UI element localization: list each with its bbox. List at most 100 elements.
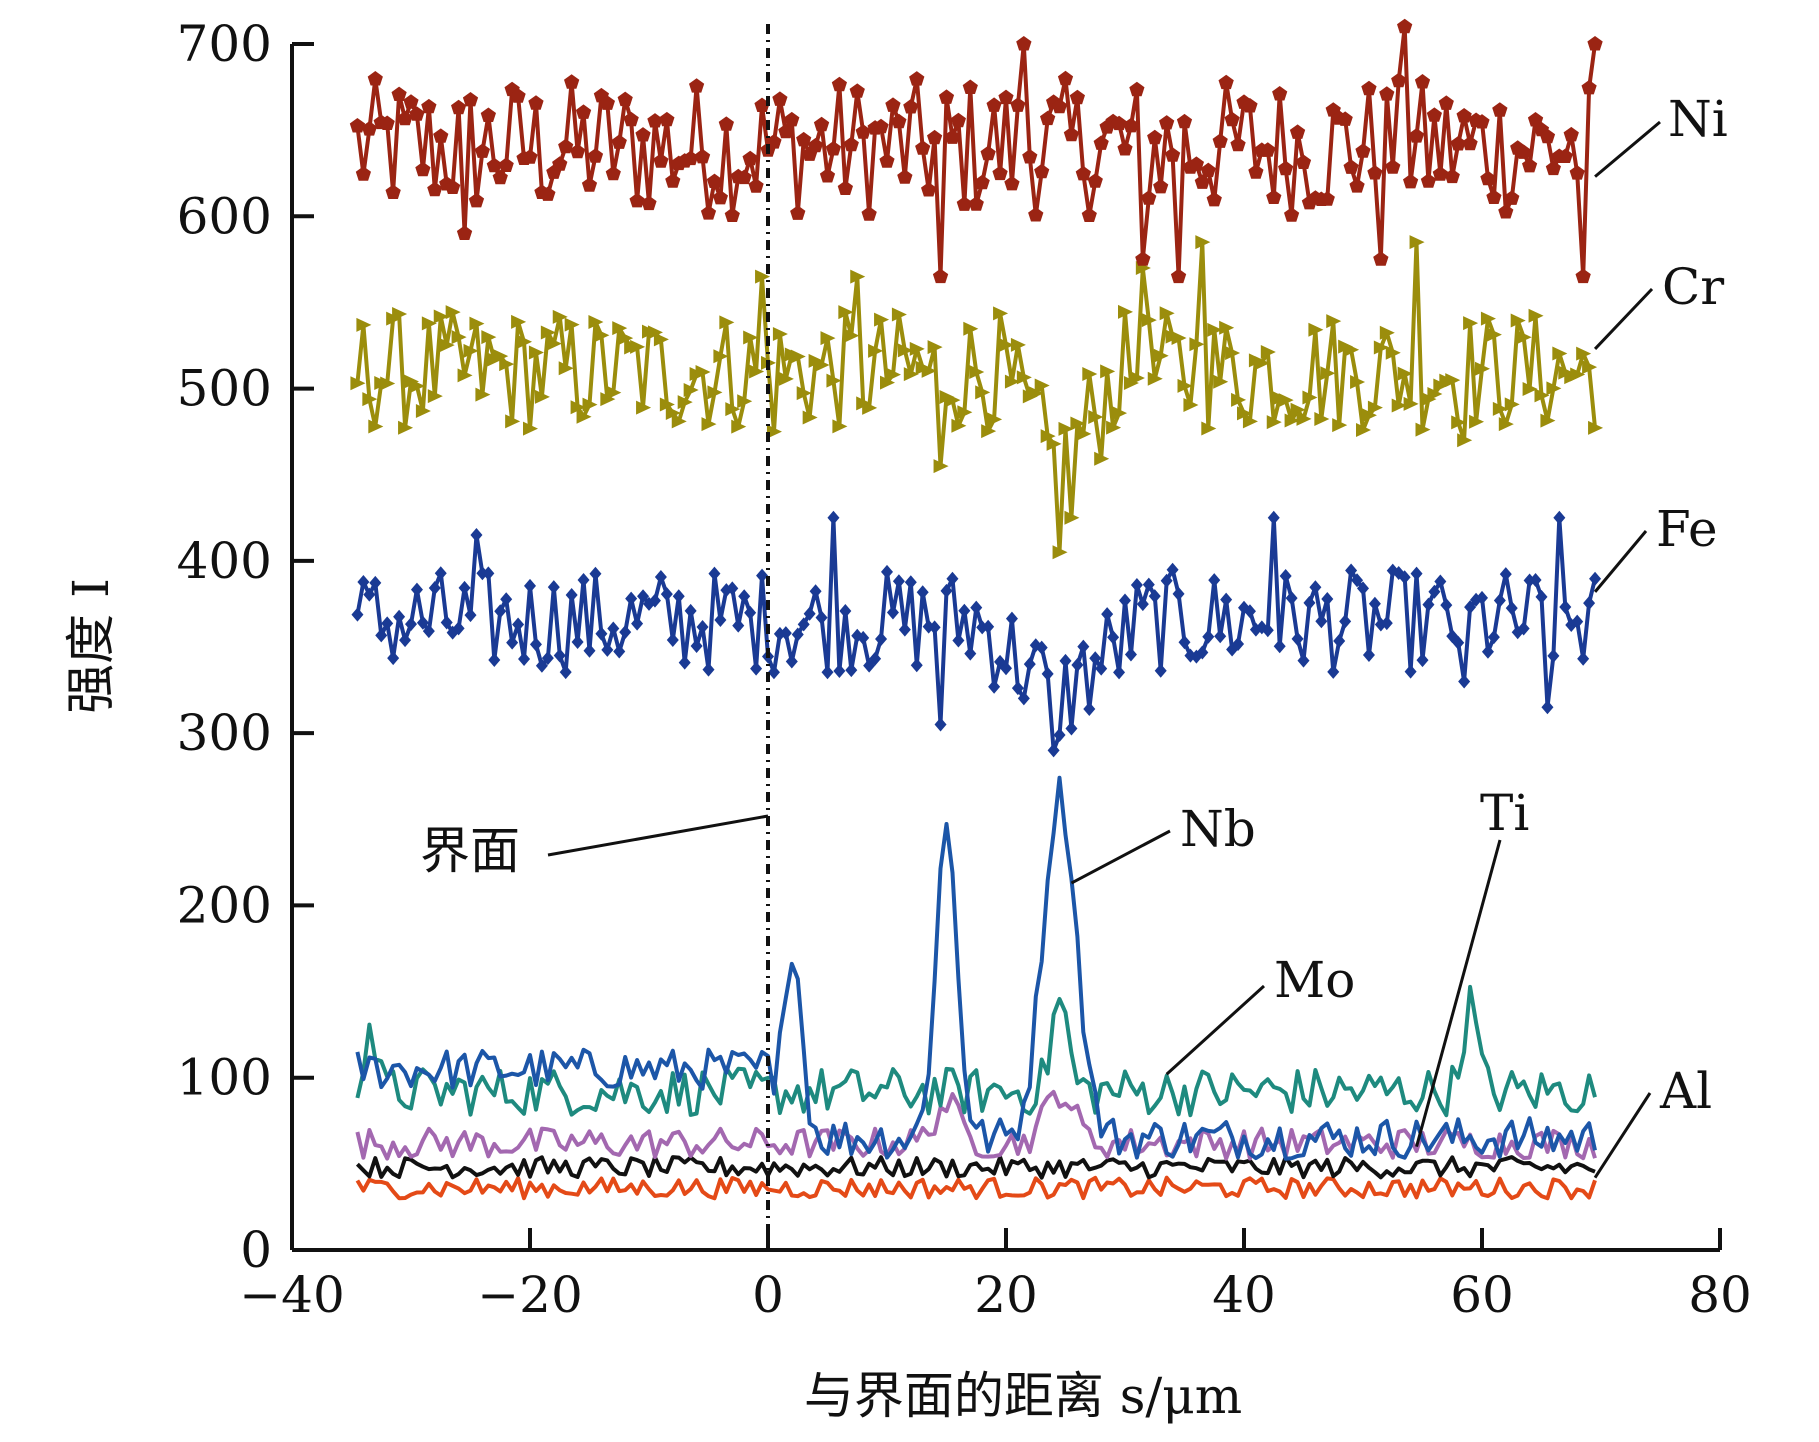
data-point bbox=[1499, 567, 1512, 582]
data-point bbox=[1242, 98, 1258, 113]
data-point bbox=[1339, 614, 1352, 629]
series-label-fe: Fe bbox=[1656, 500, 1718, 558]
data-point bbox=[956, 196, 972, 211]
data-point bbox=[903, 99, 919, 114]
data-point bbox=[1016, 370, 1032, 385]
data-point bbox=[1051, 98, 1068, 114]
data-point bbox=[742, 150, 758, 166]
data-point bbox=[737, 394, 753, 409]
series-ni bbox=[349, 18, 1603, 284]
data-point bbox=[1147, 371, 1163, 386]
data-point bbox=[814, 358, 830, 373]
series-cr bbox=[350, 235, 1604, 560]
data-point bbox=[833, 663, 846, 678]
data-point bbox=[631, 616, 644, 631]
data-point bbox=[1357, 581, 1369, 596]
data-point bbox=[415, 161, 431, 177]
data-point bbox=[938, 89, 955, 104]
data-point bbox=[724, 207, 740, 222]
data-point bbox=[1201, 421, 1217, 436]
data-point bbox=[999, 338, 1014, 353]
data-point bbox=[1266, 189, 1282, 204]
data-point bbox=[1035, 640, 1048, 655]
data-point bbox=[469, 316, 485, 331]
y-tick-label: 600 bbox=[177, 187, 272, 245]
data-point bbox=[683, 383, 699, 398]
data-point bbox=[975, 385, 991, 400]
series-label-leader bbox=[1593, 287, 1654, 350]
data-point bbox=[694, 148, 711, 164]
data-point bbox=[1333, 633, 1346, 648]
series-fe bbox=[351, 510, 1602, 758]
data-point bbox=[1113, 665, 1126, 680]
data-point bbox=[700, 205, 717, 220]
series-label-leader bbox=[1070, 829, 1171, 885]
data-point bbox=[1428, 584, 1441, 599]
data-point bbox=[583, 643, 596, 658]
data-point bbox=[1071, 658, 1084, 673]
data-point bbox=[1279, 569, 1292, 584]
data-point bbox=[671, 414, 687, 429]
data-point bbox=[357, 574, 370, 589]
data-point bbox=[595, 626, 608, 641]
data-point bbox=[625, 591, 638, 606]
data-point bbox=[1569, 165, 1585, 180]
data-point bbox=[849, 83, 865, 98]
data-point bbox=[944, 129, 961, 144]
x-tick-label: 0 bbox=[752, 1266, 784, 1324]
data-point bbox=[654, 569, 667, 584]
data-point bbox=[1458, 674, 1471, 689]
data-point bbox=[1225, 346, 1241, 361]
data-point bbox=[802, 410, 818, 425]
data-point bbox=[1267, 510, 1280, 525]
data-point bbox=[1218, 74, 1234, 90]
data-point bbox=[1160, 573, 1173, 588]
data-point bbox=[587, 148, 604, 163]
data-point bbox=[755, 269, 771, 284]
data-point bbox=[440, 615, 453, 630]
y-tick-label: 400 bbox=[177, 532, 272, 590]
data-point bbox=[1188, 156, 1204, 171]
series-nb bbox=[355, 775, 1597, 1161]
data-point bbox=[844, 328, 860, 343]
data-point bbox=[659, 111, 675, 127]
data-point bbox=[1391, 72, 1407, 88]
data-point bbox=[416, 615, 429, 630]
data-point bbox=[1046, 436, 1062, 451]
data-point bbox=[363, 587, 376, 602]
data-point bbox=[1208, 573, 1221, 588]
data-point bbox=[570, 143, 586, 159]
data-point bbox=[1589, 571, 1602, 586]
data-point bbox=[778, 371, 794, 386]
data-point bbox=[974, 174, 990, 190]
data-point bbox=[559, 665, 572, 680]
data-point bbox=[749, 364, 765, 379]
data-point bbox=[1028, 207, 1044, 222]
data-point bbox=[605, 165, 621, 181]
data-point bbox=[1130, 578, 1143, 593]
data-point bbox=[815, 610, 828, 625]
data-point bbox=[589, 566, 602, 581]
data-point bbox=[522, 149, 538, 164]
label-layer: 界面 Ni Cr Fe Nb Mo Ti Al bbox=[420, 90, 1728, 1179]
data-point bbox=[1095, 661, 1108, 676]
data-point bbox=[1083, 701, 1096, 716]
data-point bbox=[932, 268, 949, 284]
data-point bbox=[387, 651, 400, 666]
data-point bbox=[1414, 74, 1431, 89]
data-point bbox=[1438, 95, 1454, 110]
y-tick-label: 100 bbox=[177, 1049, 272, 1107]
data-point bbox=[1528, 308, 1544, 323]
data-point bbox=[1320, 366, 1336, 381]
data-point bbox=[506, 635, 519, 650]
series-line bbox=[355, 515, 1597, 753]
data-point bbox=[1319, 191, 1335, 206]
data-point bbox=[928, 620, 941, 635]
data-point bbox=[475, 387, 491, 402]
data-point bbox=[1362, 647, 1375, 662]
data-point bbox=[891, 113, 907, 129]
data-point bbox=[558, 361, 574, 376]
data-point bbox=[790, 205, 806, 220]
data-point bbox=[1356, 423, 1371, 438]
